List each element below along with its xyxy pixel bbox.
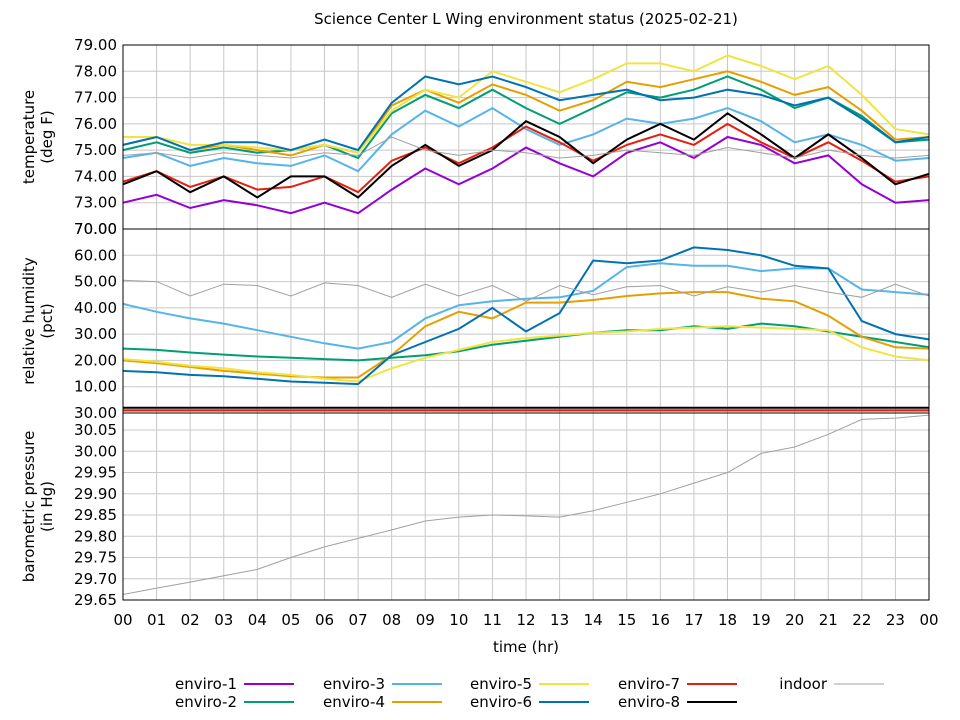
y-tick-label: 40.00 <box>74 299 117 317</box>
chart-title: Science Center L Wing environment status… <box>314 10 738 28</box>
x-tick-label: 00 <box>113 611 132 629</box>
x-tick-label: 21 <box>819 611 838 629</box>
series-line-indoor <box>122 279 930 302</box>
series-line-enviro-3 <box>122 262 930 350</box>
x-tick-label: 04 <box>248 611 267 629</box>
plot-panels: 70.00 73.00 74.00 75.00 76.00 77.00 78.00 79.00… <box>20 36 939 629</box>
y-tick-label: 30.05 <box>74 421 117 439</box>
x-tick-label: 19 <box>752 611 771 629</box>
legend-label: enviro-1 <box>175 675 237 693</box>
series-line-indoor <box>122 414 930 595</box>
legend-item-enviro-3: enviro-3 <box>323 675 442 693</box>
y-tick-label: 10.00 <box>74 378 117 396</box>
series-line-enviro-2 <box>122 322 930 362</box>
legend-label: enviro-7 <box>618 675 680 693</box>
y-tick-label: 29.65 <box>74 591 117 609</box>
x-tick-label: 01 <box>147 611 166 629</box>
legend-label: indoor <box>779 675 828 693</box>
series-line-enviro-1 <box>122 135 930 215</box>
y-tick-label: 77.00 <box>74 89 117 107</box>
series-line-enviro-5 <box>123 54 930 154</box>
legend-item-enviro-1: enviro-1 <box>175 675 294 693</box>
legend-item-enviro-5: enviro-5 <box>470 675 589 693</box>
legend-item-indoor: indoor <box>779 675 884 693</box>
series-line-enviro-2 <box>122 75 930 160</box>
y-tick-label: 73.00 <box>74 194 117 212</box>
panel-3: 29.65 29.70 29.75 29.80 29.85 29.90 29.95 30.00… <box>20 404 930 609</box>
legend-item-enviro-8: enviro-8 <box>618 693 737 711</box>
x-tick-label: 10 <box>449 611 468 629</box>
y-tick-label: 60.00 <box>74 246 117 264</box>
x-tick-label: 16 <box>651 611 670 629</box>
y-axis-label: barometric pressure(in Hg) <box>20 431 56 583</box>
panel-frame <box>122 412 930 601</box>
x-tick-label: 17 <box>684 611 703 629</box>
y-tick-label: 29.90 <box>74 485 117 503</box>
series-line-indoor <box>122 136 930 159</box>
y-tick-label: 50.00 <box>74 273 117 291</box>
y-tick-label: 30.00 <box>74 325 117 343</box>
series-line-enviro-4 <box>122 70 930 157</box>
legend-label: enviro-5 <box>470 675 532 693</box>
series-line-enviro-6 <box>122 75 930 152</box>
y-tick-label: 70.00 <box>74 220 117 238</box>
legend-label: enviro-4 <box>323 693 385 711</box>
y-tick-label: 75.00 <box>74 141 117 159</box>
x-tick-label: 02 <box>181 611 200 629</box>
y-tick-label: 29.85 <box>74 506 117 524</box>
x-tick-label: 20 <box>785 611 804 629</box>
y-tick-label: 78.00 <box>74 62 117 80</box>
x-tick-label: 08 <box>382 611 401 629</box>
legend-label: enviro-2 <box>175 693 237 711</box>
x-tick-label: 05 <box>281 611 300 629</box>
x-tick-label: 18 <box>718 611 737 629</box>
y-tick-label: 30.00 <box>74 442 117 460</box>
x-tick-label: 23 <box>886 611 905 629</box>
legend-label: enviro-8 <box>618 693 680 711</box>
x-tick-label: 11 <box>483 611 502 629</box>
x-tick-label: 14 <box>584 611 603 629</box>
x-tick-label: 13 <box>550 611 569 629</box>
y-tick-label: 74.00 <box>74 167 117 185</box>
series-line-enviro-4 <box>122 291 930 379</box>
series-line-enviro-6 <box>122 246 930 386</box>
x-tick-label: 00 <box>919 611 938 629</box>
x-tick-label: 09 <box>416 611 435 629</box>
y-tick-label: 76.00 <box>74 115 117 133</box>
legend-label: enviro-6 <box>470 693 532 711</box>
y-tick-label: 70.00 <box>74 220 117 238</box>
legend-item-enviro-2: enviro-2 <box>175 693 294 711</box>
y-tick-label: 30.00 <box>74 404 117 422</box>
legend-item-enviro-6: enviro-6 <box>470 693 589 711</box>
panel-2: 10.00 20.00 30.00 40.00 50.00 60.00 70.00 relat… <box>20 220 930 414</box>
y-tick-label: 79.00 <box>74 36 117 54</box>
y-tick-label: 29.95 <box>74 464 117 482</box>
legend-label: enviro-3 <box>323 675 385 693</box>
y-tick-label: 29.75 <box>74 549 117 567</box>
series-line-enviro-5 <box>122 325 930 383</box>
y-tick-label: 29.80 <box>74 527 117 545</box>
x-tick-label: 12 <box>516 611 535 629</box>
x-axis: 00 01 02 03 04 05 06 07 08 09 10 11 12 13 14 15 16 17 18 19… <box>113 611 938 629</box>
x-tick-label: 03 <box>214 611 233 629</box>
legend-item-enviro-4: enviro-4 <box>323 693 442 711</box>
x-axis-label: time (hr) <box>493 638 559 656</box>
x-tick-label: 22 <box>852 611 871 629</box>
x-tick-label: 06 <box>315 611 334 629</box>
y-axis-label: relative humidity(pct) <box>20 257 56 385</box>
y-tick-label: 20.00 <box>74 351 117 369</box>
y-axis-label: temperature(deg F) <box>20 90 56 184</box>
series-line-enviro-3 <box>122 106 930 173</box>
y-tick-label: 29.70 <box>74 570 117 588</box>
legend-item-enviro-7: enviro-7 <box>618 675 737 693</box>
x-tick-label: 15 <box>617 611 636 629</box>
x-tick-label: 07 <box>349 611 368 629</box>
